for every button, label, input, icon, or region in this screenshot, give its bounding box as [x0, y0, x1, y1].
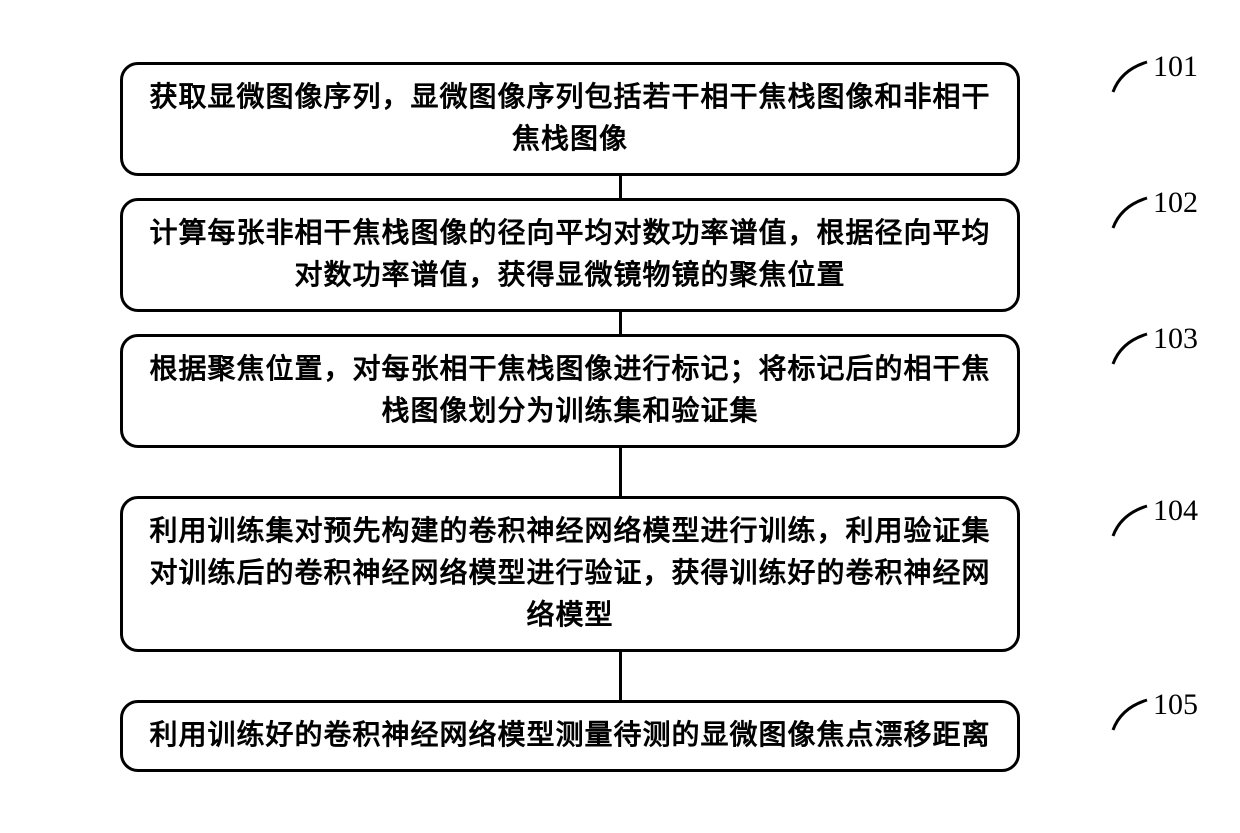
step-label-area-102: 102 [1111, 186, 1198, 230]
step-label-area-105: 105 [1111, 688, 1198, 732]
step-wrapper-105: 利用训练好的卷积神经网络模型测量待测的显微图像焦点漂移距离 105 [120, 700, 1120, 772]
step-text-103: 根据聚焦位置，对每张相干焦栈图像进行标记；将标记后的相干焦栈图像划分为训练集和验… [147, 349, 993, 433]
connector-103-104 [619, 448, 622, 496]
step-wrapper-103: 根据聚焦位置，对每张相干焦栈图像进行标记；将标记后的相干焦栈图像划分为训练集和验… [120, 334, 1120, 448]
step-text-104: 利用训练集对预先构建的卷积神经网络模型进行训练，利用验证集对训练后的卷积神经网络… [147, 511, 993, 637]
step-label-area-101: 101 [1111, 50, 1198, 94]
label-curve-icon [1111, 58, 1151, 94]
step-wrapper-104: 利用训练集对预先构建的卷积神经网络模型进行训练，利用验证集对训练后的卷积神经网络… [120, 496, 1120, 652]
connector-101-102 [619, 176, 622, 198]
step-wrapper-102: 计算每张非相干焦栈图像的径向平均对数功率谱值，根据径向平均对数功率谱值，获得显微… [120, 198, 1120, 312]
label-curve-icon [1111, 502, 1151, 538]
step-label-area-103: 103 [1111, 322, 1198, 366]
step-box-102: 计算每张非相干焦栈图像的径向平均对数功率谱值，根据径向平均对数功率谱值，获得显微… [120, 198, 1020, 312]
flowchart-container: 获取显微图像序列，显微图像序列包括若干相干焦栈图像和非相干焦栈图像 101 计算… [120, 62, 1120, 772]
connector-102-103 [619, 312, 622, 334]
label-curve-icon [1111, 330, 1151, 366]
step-box-105: 利用训练好的卷积神经网络模型测量待测的显微图像焦点漂移距离 [120, 700, 1020, 772]
step-box-103: 根据聚焦位置，对每张相干焦栈图像进行标记；将标记后的相干焦栈图像划分为训练集和验… [120, 334, 1020, 448]
step-label-103: 103 [1153, 322, 1198, 356]
step-label-101: 101 [1153, 50, 1198, 84]
step-label-102: 102 [1153, 186, 1198, 220]
step-text-102: 计算每张非相干焦栈图像的径向平均对数功率谱值，根据径向平均对数功率谱值，获得显微… [147, 213, 993, 297]
step-text-105: 利用训练好的卷积神经网络模型测量待测的显微图像焦点漂移距离 [149, 715, 990, 757]
step-label-area-104: 104 [1111, 494, 1198, 538]
connector-104-105 [619, 652, 622, 700]
step-text-101: 获取显微图像序列，显微图像序列包括若干相干焦栈图像和非相干焦栈图像 [147, 77, 993, 161]
step-wrapper-101: 获取显微图像序列，显微图像序列包括若干相干焦栈图像和非相干焦栈图像 101 [120, 62, 1120, 176]
step-box-104: 利用训练集对预先构建的卷积神经网络模型进行训练，利用验证集对训练后的卷积神经网络… [120, 496, 1020, 652]
label-curve-icon [1111, 194, 1151, 230]
step-label-104: 104 [1153, 494, 1198, 528]
step-box-101: 获取显微图像序列，显微图像序列包括若干相干焦栈图像和非相干焦栈图像 [120, 62, 1020, 176]
step-label-105: 105 [1153, 688, 1198, 722]
label-curve-icon [1111, 696, 1151, 732]
